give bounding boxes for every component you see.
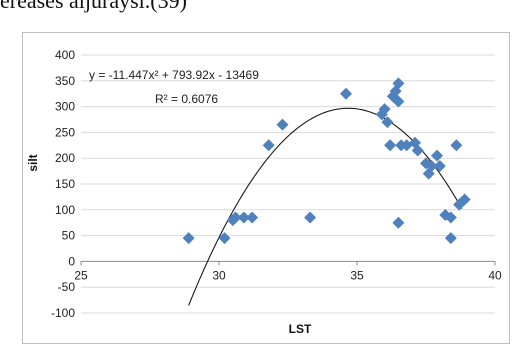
- trendline-equation: y = -11.447x² + 793.92x - 13469: [89, 68, 259, 82]
- x-axis-title: LST: [289, 322, 312, 336]
- data-point: [182, 232, 195, 245]
- y-tick-label: -100: [51, 306, 75, 320]
- data-point: [246, 211, 259, 224]
- y-tick-label: 400: [55, 48, 75, 62]
- y-tick-label: 100: [55, 203, 75, 217]
- r-squared-label: R² = 0.6076: [155, 92, 218, 106]
- y-tick-label: 200: [55, 151, 75, 165]
- data-point: [444, 232, 457, 245]
- data-point: [458, 193, 471, 206]
- x-tick-label: 25: [74, 268, 88, 282]
- data-point: [237, 211, 250, 224]
- gridlines: [81, 54, 495, 314]
- scatter-chart: 400 350 300 250 200 150 100 50 0 -50 -100 25 30 35 40…: [26, 48, 502, 336]
- data-point: [450, 139, 463, 152]
- chart-frame: 400 350 300 250 200 150 100 50 0 -50 -100 25 30 35 40…: [22, 32, 510, 344]
- data-points: [182, 77, 471, 245]
- y-tick-label: 300: [55, 100, 75, 114]
- data-point: [218, 232, 231, 245]
- data-point: [431, 149, 444, 162]
- data-point: [378, 103, 391, 116]
- y-tick-label: 50: [62, 229, 76, 243]
- data-point: [384, 139, 397, 152]
- y-tick-label: 150: [55, 177, 75, 191]
- x-tick-label: 40: [488, 268, 502, 282]
- y-axis-ticks: 400 350 300 250 200 150 100 50 0 -50 -100: [51, 48, 75, 320]
- y-tick-label: 0: [68, 254, 75, 268]
- data-point: [392, 77, 405, 90]
- data-point: [339, 87, 352, 100]
- y-tick-label: 250: [55, 125, 75, 139]
- data-point: [444, 211, 457, 224]
- data-point: [262, 139, 275, 152]
- x-tick-label: 30: [212, 268, 226, 282]
- data-point: [389, 85, 402, 98]
- y-tick-label: 350: [55, 74, 75, 88]
- data-point: [425, 159, 438, 172]
- page-caption-fragment: ereases aijuraysi.(39): [0, 0, 187, 13]
- data-point: [304, 211, 317, 224]
- data-point: [433, 159, 446, 172]
- trendline: [188, 107, 463, 306]
- data-point: [411, 144, 424, 157]
- data-point: [392, 216, 405, 229]
- data-point: [276, 118, 289, 131]
- data-point: [392, 95, 405, 108]
- y-tick-label: -50: [58, 280, 76, 294]
- data-point: [381, 116, 394, 129]
- y-axis-title: silt: [26, 154, 40, 171]
- x-tick-label: 35: [350, 268, 364, 282]
- x-axis-ticks: 25 30 35 40: [74, 261, 502, 282]
- data-point: [229, 211, 242, 224]
